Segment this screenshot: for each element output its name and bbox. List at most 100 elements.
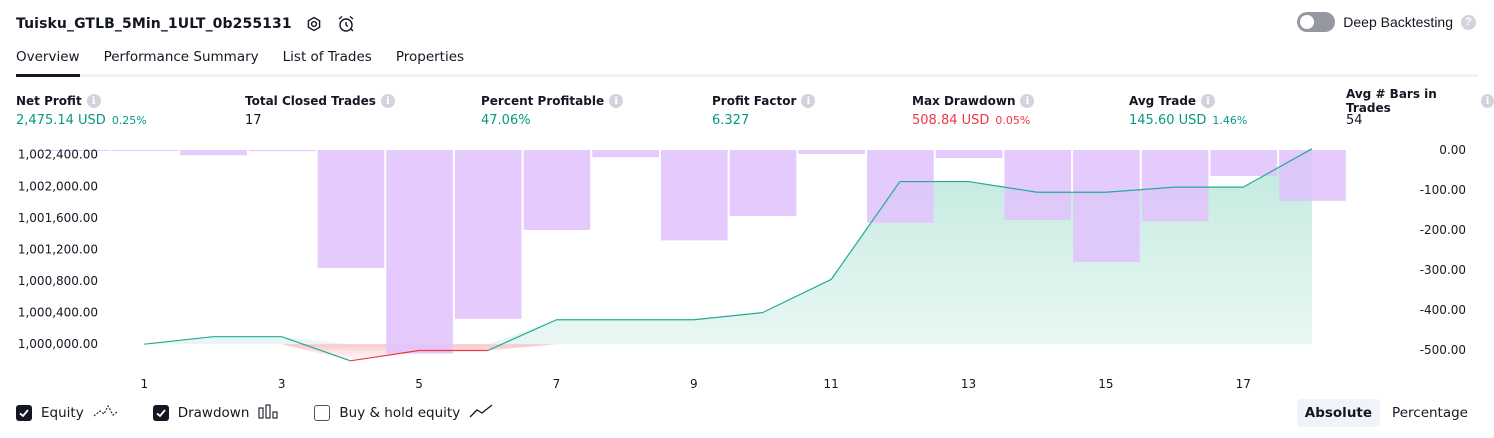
y-left-tick-label: 1,000,800.00	[18, 274, 98, 288]
drawdown-bar	[1279, 150, 1346, 201]
info-icon[interactable]: i	[1480, 94, 1494, 108]
drawdown-bar	[523, 150, 591, 230]
y-left-tick-label: 1,002,000.00	[18, 179, 98, 193]
buy-hold-checkbox[interactable]	[314, 405, 331, 421]
x-tick-label: 11	[824, 377, 839, 391]
chart-legend: Equity Drawdown Buy & hold equity	[16, 403, 527, 423]
info-icon[interactable]: i	[380, 94, 395, 108]
stat-percent-profitable: Percent Profitable i 47.06%	[481, 92, 624, 128]
equity-line-segment	[1105, 186, 1175, 193]
stat-label: Avg # Bars in Trades	[1346, 87, 1437, 115]
stat-avg-trade: Avg Trade i 145.60 USD 1.46%	[1129, 92, 1247, 128]
equity-line-icon	[93, 403, 119, 423]
drawdown-bar	[180, 150, 247, 156]
stat-label: Total Closed Trades	[245, 94, 376, 108]
stats-row: Net Profit i 2,475.14 USD 0.25% Total Clos…	[0, 87, 1494, 132]
drawdown-bar	[729, 150, 797, 216]
y-right-tick-label: -400.00	[1420, 303, 1466, 317]
x-tick-label: 5	[415, 377, 423, 391]
drawdown-bars-icon	[258, 403, 280, 423]
stat-net-profit: Net Profit i 2,475.14 USD 0.25%	[16, 92, 147, 128]
equity-line-segment	[693, 312, 763, 321]
tab-bar: Overview Performance Summary List of Tra…	[16, 44, 1478, 77]
x-tick-label: 9	[690, 377, 698, 391]
drawdown-bar	[1073, 150, 1140, 262]
drawdown-bar	[592, 150, 659, 158]
stat-max-drawdown: Max Drawdown i 508.84 USD 0.05%	[912, 92, 1035, 128]
drawdown-bar	[386, 150, 453, 354]
info-icon[interactable]: i	[801, 94, 816, 108]
stat-value: 6.327	[712, 113, 750, 128]
y-left-tick-label: 1,000,000.00	[18, 337, 98, 351]
stat-percent: 1.46%	[1212, 114, 1248, 127]
equity-line-segment	[830, 181, 901, 280]
stat-value: 2,475.14 USD	[16, 113, 106, 128]
buy-hold-line-icon	[469, 403, 493, 423]
toggle-knob	[1300, 15, 1315, 29]
stat-label: Avg Trade	[1129, 94, 1197, 108]
legend-drawdown[interactable]: Drawdown	[152, 403, 281, 423]
drawdown-bar	[454, 150, 522, 319]
drawdown-bar	[248, 150, 316, 152]
drawdown-bar	[798, 150, 866, 154]
stat-value: 54	[1346, 113, 1363, 128]
drawdown-bar	[935, 150, 1003, 158]
deep-backtesting-control: Deep Backtesting ?	[1297, 12, 1476, 32]
gear-icon[interactable]	[304, 14, 324, 34]
drawdown-bar	[42, 150, 110, 151]
drawdown-checkbox[interactable]	[152, 405, 169, 421]
tab-list-of-trades[interactable]: List of Trades	[282, 49, 372, 65]
stat-label: Profit Factor	[712, 94, 797, 108]
mode-percentage-button[interactable]: Percentage	[1392, 405, 1468, 421]
x-tick-label: 3	[278, 377, 286, 391]
info-icon[interactable]: i	[609, 94, 624, 108]
equity-line-segment	[350, 349, 420, 362]
report-header: Tuisku_GTLB_5Min_1ULT_0b255131	[16, 10, 356, 38]
info-icon[interactable]: i	[86, 94, 101, 108]
stat-value: 47.06%	[481, 113, 531, 128]
y-right-tick-label: -200.00	[1420, 223, 1466, 237]
equity-line-segment	[281, 336, 351, 362]
info-icon[interactable]: i	[1201, 94, 1216, 108]
equity-line-segment	[144, 336, 214, 345]
legend-buy-hold[interactable]: Buy & hold equity	[314, 403, 493, 423]
mode-absolute-button[interactable]: Absolute	[1296, 399, 1381, 427]
equity-line-segment	[968, 180, 1038, 193]
tab-properties[interactable]: Properties	[395, 49, 465, 65]
stat-percent: 0.25%	[111, 114, 147, 127]
equity-drawdown-chart: 1,002,400.00 1,002,000.00 1,001,600.00 1,00…	[18, 143, 1466, 391]
x-tick-label: 17	[1236, 377, 1251, 391]
y-right-tick-label: -300.00	[1420, 263, 1466, 277]
stat-profit-factor: Profit Factor i 6.327	[712, 92, 816, 128]
stat-label: Net Profit	[16, 94, 82, 108]
y-left-tick-label: 1,001,200.00	[18, 242, 98, 256]
x-tick-label: 1	[141, 377, 149, 391]
legend-label: Equity	[41, 405, 84, 421]
help-icon[interactable]: ?	[1461, 14, 1476, 30]
drawdown-bar	[317, 150, 385, 268]
tab-performance-summary[interactable]: Performance Summary	[103, 49, 259, 65]
drawdown-bar	[660, 150, 728, 241]
equity-loss-area	[144, 344, 1312, 361]
x-tick-label: 13	[961, 377, 976, 391]
y-left-tick-label: 1,002,400.00	[18, 148, 98, 162]
legend-equity[interactable]: Equity	[16, 403, 119, 423]
alarm-clock-icon[interactable]	[336, 14, 356, 34]
deep-backtesting-label: Deep Backtesting	[1343, 14, 1453, 30]
stat-value: 17	[245, 113, 262, 128]
stat-value: 145.60 USD	[1129, 113, 1207, 128]
drawdown-bar	[867, 150, 934, 223]
stat-label: Max Drawdown	[912, 94, 1016, 108]
tab-overview[interactable]: Overview	[16, 44, 80, 77]
deep-backtesting-toggle[interactable]	[1297, 12, 1336, 32]
drawdown-bar	[1004, 150, 1072, 220]
stat-label: Percent Profitable	[481, 94, 605, 108]
y-left-tick-label: 1,000,400.00	[18, 306, 98, 320]
legend-label: Drawdown	[177, 405, 250, 421]
display-mode-switch: Absolute Percentage	[1296, 399, 1476, 427]
equity-checkbox[interactable]	[16, 405, 32, 421]
y-right-tick-label: -100.00	[1420, 183, 1466, 197]
y-left-tick-label: 1,001,600.00	[18, 211, 98, 225]
drawdown-bar	[1210, 150, 1278, 176]
info-icon[interactable]: i	[1020, 94, 1035, 108]
